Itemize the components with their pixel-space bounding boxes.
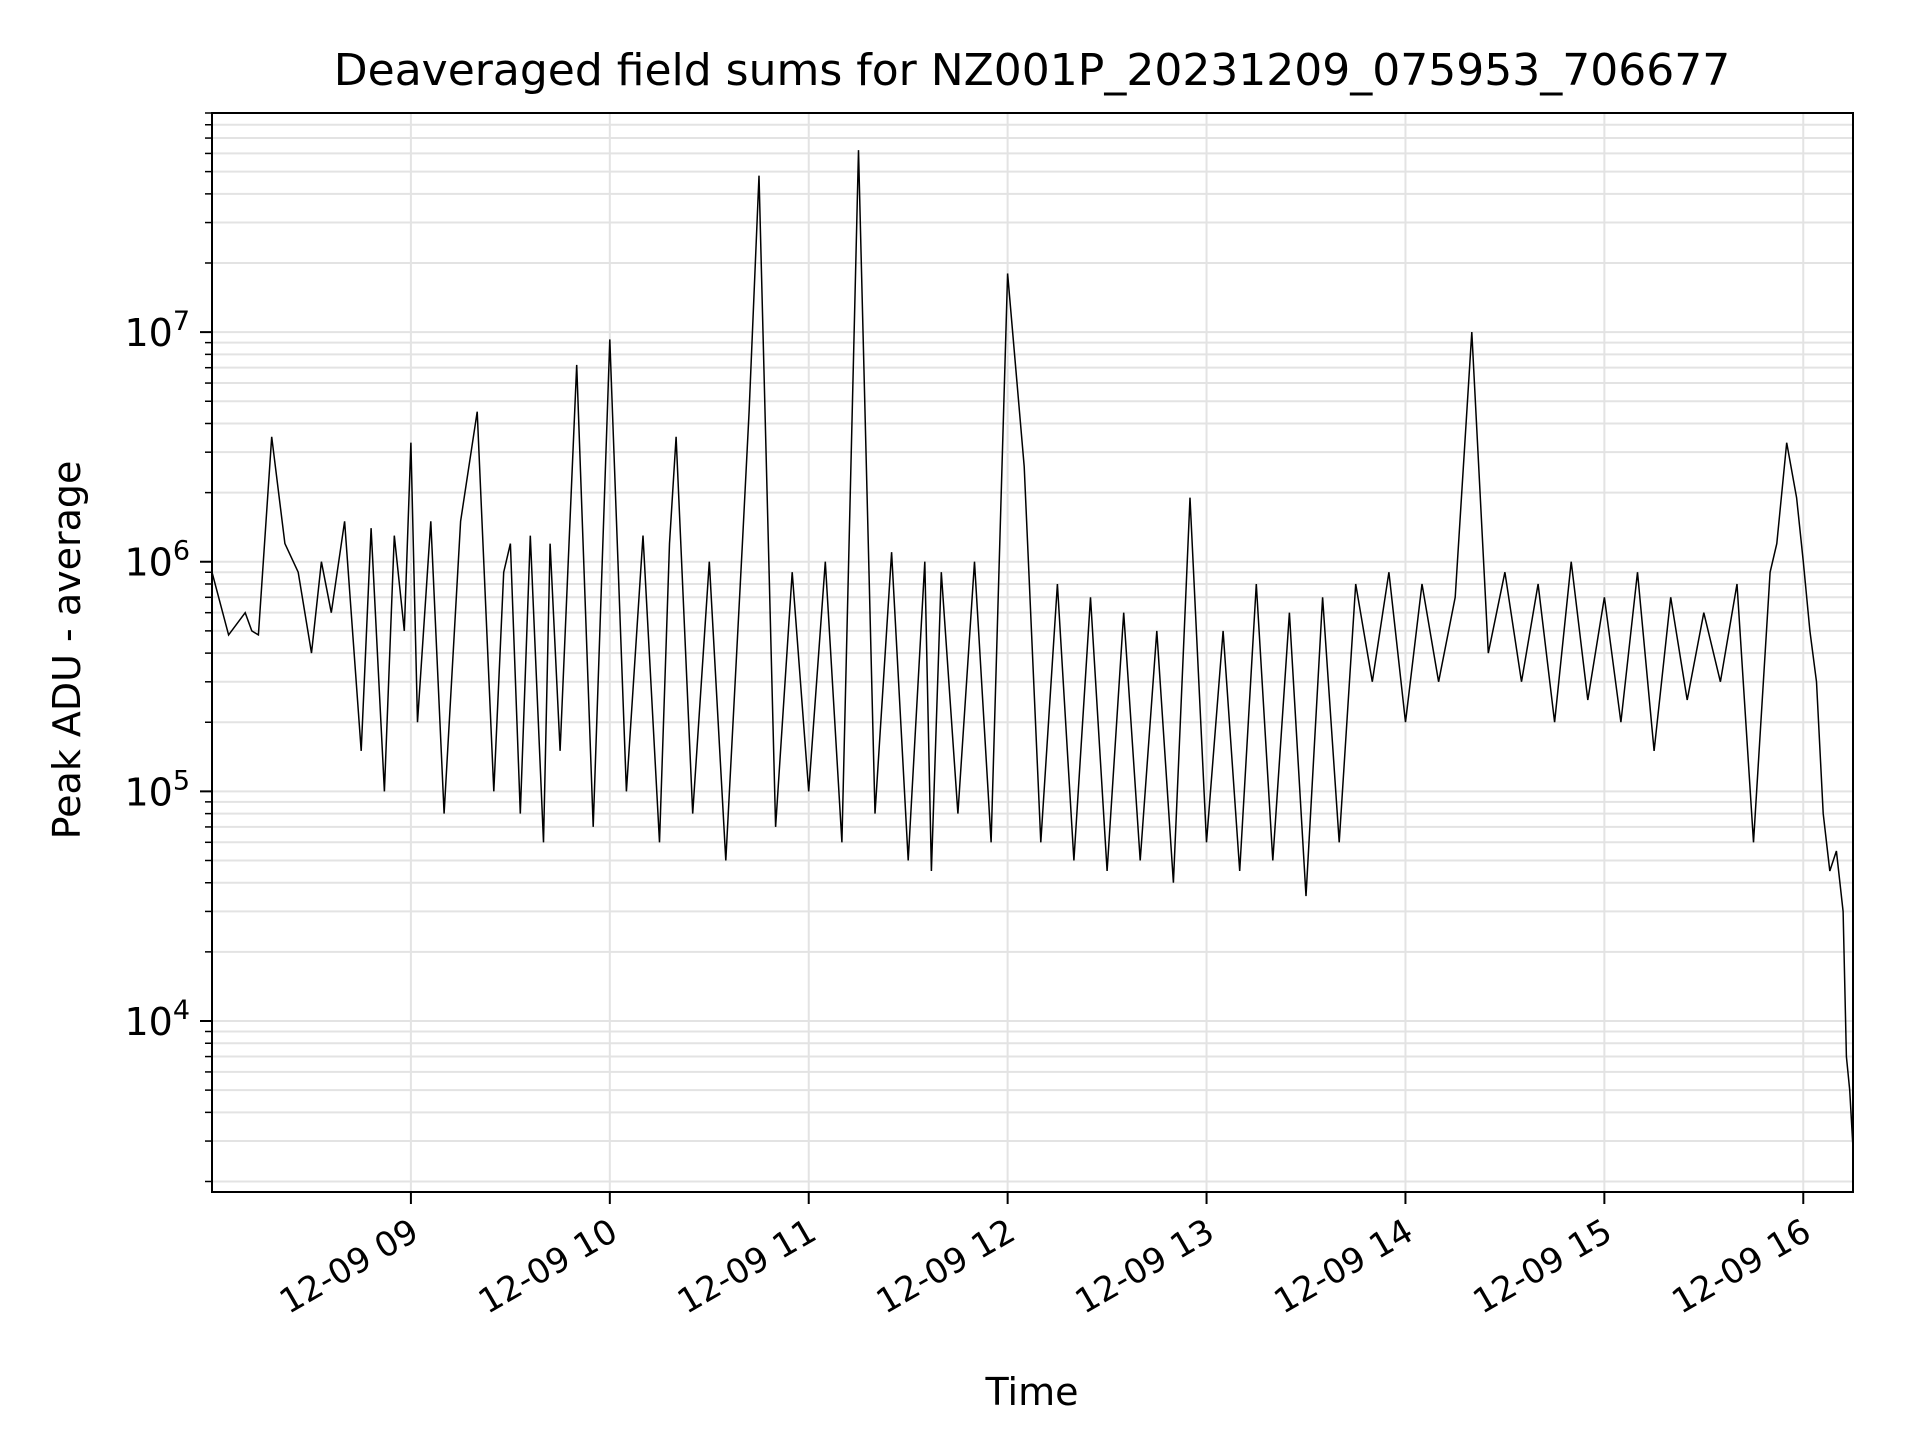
y-tick-label: 104 (124, 995, 190, 1044)
y-axis-label: Peak ADU - average (45, 461, 89, 840)
series-line-0 (211, 150, 1854, 1148)
y-tick-label: 106 (124, 536, 190, 585)
x-axis-label: Time (985, 1370, 1079, 1414)
y-ticks: 104 105 106 107 (124, 306, 212, 1044)
grid (212, 112, 1853, 1192)
y-tick-label: 105 (124, 765, 190, 814)
y-tick-label: 107 (124, 306, 190, 355)
y-minor-ticks (205, 112, 212, 1183)
chart-title: Deaveraged field sums for NZ001P_2023120… (334, 45, 1730, 96)
series (211, 150, 1854, 1148)
